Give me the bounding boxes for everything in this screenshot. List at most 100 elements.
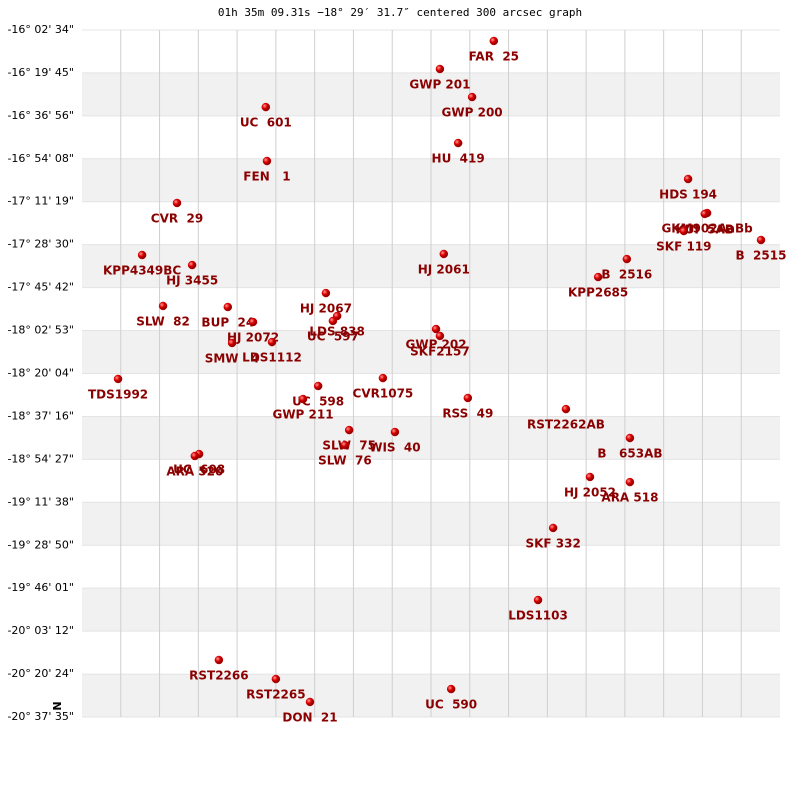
star-point bbox=[390, 427, 400, 437]
star-label: RSS 49 bbox=[442, 406, 493, 420]
star-label: SLW 76 bbox=[318, 454, 372, 468]
star-point bbox=[431, 324, 441, 334]
star-label: BUP 24 bbox=[201, 316, 254, 330]
y-tick-label: -16° 19' 45" bbox=[7, 66, 74, 79]
y-tick-label: -16° 54' 08" bbox=[7, 152, 74, 165]
star-point bbox=[625, 477, 635, 487]
y-tick-label: -17° 45' 42" bbox=[7, 281, 74, 294]
star-point bbox=[378, 373, 388, 383]
star-label: UC 590 bbox=[425, 698, 477, 712]
star-point bbox=[489, 36, 499, 46]
star-label: HJ 2067 bbox=[300, 302, 352, 316]
star-point bbox=[261, 102, 271, 112]
star-point bbox=[700, 209, 710, 219]
star-label: RST2266 bbox=[189, 668, 248, 682]
star-label: CVR1075 bbox=[353, 387, 414, 401]
star-point bbox=[298, 394, 308, 404]
y-tick-label: -20° 37' 35" bbox=[7, 710, 74, 723]
star-point bbox=[463, 393, 473, 403]
star-label: UC 597 bbox=[307, 329, 359, 343]
star-point bbox=[305, 697, 315, 707]
star-label: HJ 3455 bbox=[166, 274, 218, 288]
star-point bbox=[328, 316, 338, 326]
star-point bbox=[593, 272, 603, 282]
star-label: WIS 40 bbox=[369, 441, 420, 455]
star-label: B 2515 bbox=[736, 249, 787, 263]
star-point bbox=[679, 226, 689, 236]
chart-title: 01h 35m 09.31s −18° 29′ 31.7″ centered 3… bbox=[218, 6, 582, 19]
star-label: B 653AB bbox=[597, 447, 662, 461]
star-label: GWP 200 bbox=[442, 106, 503, 120]
star-label: KPP4349BC bbox=[103, 264, 181, 278]
y-tick-label: -16° 36' 56" bbox=[7, 109, 74, 122]
star-label: KUI 5AB bbox=[676, 222, 734, 236]
star-label: UC 608 bbox=[173, 463, 225, 477]
y-tick-label: -19° 28' 50" bbox=[7, 538, 74, 551]
star-point bbox=[187, 260, 197, 270]
star-point bbox=[622, 254, 632, 264]
star-point bbox=[137, 250, 147, 260]
star-point bbox=[313, 381, 323, 391]
star-point bbox=[756, 235, 766, 245]
star-label: LDS1112 bbox=[242, 351, 302, 365]
star-label: LDS 838 bbox=[309, 325, 364, 339]
star-label: GWP 201 bbox=[409, 77, 470, 91]
star-label: HJ 2061 bbox=[418, 262, 470, 276]
star-label: SMW 4 bbox=[205, 351, 260, 365]
star-label: FAR 25 bbox=[469, 49, 519, 63]
star-point bbox=[158, 301, 168, 311]
star-point bbox=[344, 425, 354, 435]
star-label: SKF 119 bbox=[656, 240, 711, 254]
star-label: RST2262AB bbox=[527, 418, 605, 432]
star-label: ARA 520 bbox=[166, 464, 223, 478]
star-point bbox=[561, 404, 571, 414]
star-label: HU 419 bbox=[432, 152, 485, 166]
star-label: HJ 2052 bbox=[564, 485, 616, 499]
star-point bbox=[467, 92, 477, 102]
star-point bbox=[262, 156, 272, 166]
star-label: SKF 332 bbox=[525, 536, 580, 550]
y-tick-label: -17° 28' 30" bbox=[7, 238, 74, 251]
star-point bbox=[585, 472, 595, 482]
y-tick-label: -18° 54' 27" bbox=[7, 452, 74, 465]
star-point bbox=[548, 523, 558, 533]
star-label: RST2265 bbox=[246, 688, 305, 702]
star-point bbox=[439, 249, 449, 259]
y-tick-label: -19° 46' 01" bbox=[7, 581, 74, 594]
star-point bbox=[625, 433, 635, 443]
star-point bbox=[533, 595, 543, 605]
star-label: B 2516 bbox=[601, 268, 652, 282]
star-point bbox=[453, 138, 463, 148]
star-label: HJ 2072 bbox=[227, 331, 279, 345]
star-label: HDS 194 bbox=[659, 188, 717, 202]
star-point bbox=[683, 174, 693, 184]
star-label: LDS1103 bbox=[508, 609, 568, 623]
star-point bbox=[321, 288, 331, 298]
star-point bbox=[190, 451, 200, 461]
star-point bbox=[223, 302, 233, 312]
north-label: N bbox=[50, 701, 63, 710]
star-label: KPP2685 bbox=[568, 286, 628, 300]
star-label: GWP 211 bbox=[272, 408, 333, 422]
star-label: SLW 75 bbox=[322, 439, 376, 453]
y-tick-label: -19° 11' 38" bbox=[7, 495, 74, 508]
y-tick-label: -18° 02' 53" bbox=[7, 324, 74, 337]
y-tick-label: -20° 03' 12" bbox=[7, 624, 74, 637]
star-label: CVR 29 bbox=[151, 211, 203, 225]
star-point bbox=[172, 198, 182, 208]
y-tick-label: -18° 37' 16" bbox=[7, 409, 74, 422]
star-label: FEN 1 bbox=[243, 170, 290, 184]
star-label: UC 601 bbox=[240, 116, 292, 130]
star-point bbox=[435, 64, 445, 74]
star-label: ARA 518 bbox=[601, 491, 658, 505]
y-tick-label: -20° 20' 24" bbox=[7, 667, 74, 680]
star-label: SLW 82 bbox=[136, 314, 190, 328]
y-tick-label: -16° 02' 34" bbox=[7, 23, 74, 36]
star-point bbox=[267, 337, 277, 347]
star-point bbox=[113, 374, 123, 384]
y-tick-label: -18° 20' 04" bbox=[7, 366, 74, 379]
star-label: DON 21 bbox=[282, 710, 337, 724]
star-label: SKF2157 bbox=[410, 344, 470, 358]
